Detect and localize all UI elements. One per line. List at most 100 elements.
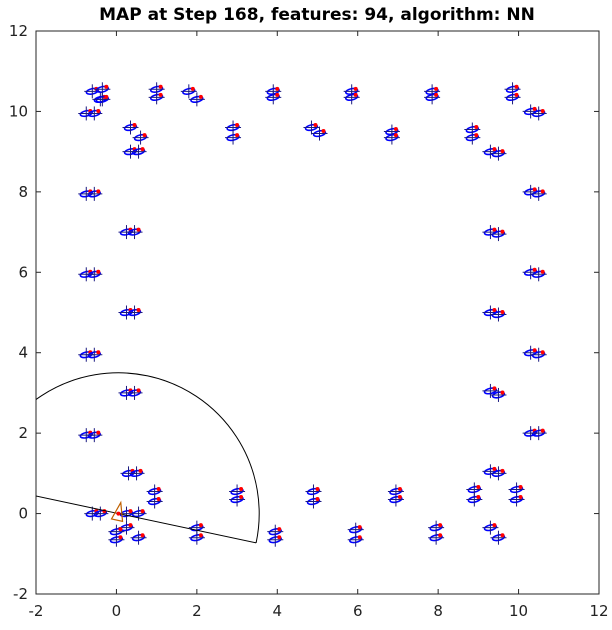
covariance-ellipse xyxy=(531,351,546,359)
covariance-ellipse xyxy=(483,228,498,236)
landmark-point xyxy=(343,90,360,105)
true-landmark-dot xyxy=(532,106,537,111)
covariance-ellipse xyxy=(109,528,124,536)
covariance-ellipse xyxy=(190,534,204,542)
true-landmark-dot xyxy=(500,149,505,154)
landmark-point xyxy=(132,130,149,145)
true-landmark-dot xyxy=(239,494,244,499)
covariance-ellipse xyxy=(429,534,443,542)
covariance-ellipse xyxy=(190,95,204,103)
y-tick-label: 2 xyxy=(18,424,28,442)
covariance-ellipse xyxy=(87,190,102,198)
covariance-ellipse xyxy=(131,509,146,518)
y-tick-label: 12 xyxy=(9,22,28,40)
landmark-point xyxy=(311,126,328,141)
landmark-point xyxy=(118,506,135,521)
landmark-point xyxy=(490,307,507,322)
covariance-ellipse xyxy=(79,109,93,118)
covariance-ellipse xyxy=(491,230,506,238)
robot-true-position xyxy=(116,511,121,516)
true-landmark-dot xyxy=(500,468,505,473)
covariance-ellipse xyxy=(531,270,546,278)
covariance-ellipse xyxy=(119,308,134,317)
true-landmark-dot xyxy=(156,486,161,491)
landmark-point xyxy=(387,492,404,507)
true-landmark-dot xyxy=(500,533,505,538)
true-landmark-dot xyxy=(540,428,545,433)
covariance-ellipse xyxy=(133,133,148,142)
true-landmark-dot xyxy=(476,484,481,489)
covariance-ellipse xyxy=(123,148,138,156)
true-landmark-dot xyxy=(514,84,519,89)
landmark-point xyxy=(530,347,547,362)
sensor-fov xyxy=(36,372,260,544)
true-landmark-dot xyxy=(313,123,318,128)
true-landmark-dot xyxy=(474,125,479,130)
covariance-ellipse xyxy=(123,123,138,132)
landmark-point xyxy=(383,130,400,145)
true-landmark-dot xyxy=(397,486,402,491)
covariance-ellipse xyxy=(127,308,142,317)
true-landmark-dot xyxy=(353,92,358,97)
landmark-point xyxy=(530,267,547,282)
landmark-point xyxy=(229,492,246,507)
landmark-point xyxy=(146,494,163,509)
landmark-point xyxy=(424,90,441,105)
true-landmark-dot xyxy=(96,189,101,194)
true-landmark-dot xyxy=(275,92,280,97)
covariance-ellipse xyxy=(344,93,359,101)
true-landmark-dot xyxy=(393,133,398,138)
covariance-ellipse xyxy=(483,524,498,532)
landmark-point xyxy=(86,428,103,443)
covariance-ellipse xyxy=(505,93,520,101)
true-landmark-dot xyxy=(136,227,141,232)
true-landmark-dot xyxy=(128,509,133,514)
covariance-ellipse xyxy=(491,534,506,542)
covariance-ellipse xyxy=(491,310,506,319)
landmark-point xyxy=(128,466,145,481)
covariance-ellipse xyxy=(491,469,506,477)
true-landmark-dot xyxy=(315,486,320,491)
true-landmark-dot xyxy=(540,189,545,194)
true-landmark-dot xyxy=(393,127,398,132)
true-landmark-dot xyxy=(198,94,203,99)
true-landmark-dot xyxy=(540,108,545,113)
true-landmark-dot xyxy=(438,523,443,528)
landmark-point xyxy=(86,347,103,362)
covariance-ellipse xyxy=(467,495,482,504)
landmark-point xyxy=(490,146,507,161)
covariance-ellipse xyxy=(85,87,99,95)
landmark-point xyxy=(490,466,507,481)
covariance-ellipse xyxy=(491,391,506,399)
landmark-point xyxy=(148,90,165,105)
covariance-ellipse xyxy=(531,109,546,118)
landmark-point xyxy=(508,482,525,497)
x-tick-label: 12 xyxy=(589,602,608,620)
true-landmark-dot xyxy=(158,84,163,89)
true-landmark-dot xyxy=(476,494,481,499)
true-landmark-dot xyxy=(518,484,523,489)
true-landmark-dot xyxy=(128,523,133,528)
true-landmark-dot xyxy=(492,386,497,391)
true-landmark-dot xyxy=(474,133,479,138)
landmark-point xyxy=(92,506,109,521)
y-tick-label: 10 xyxy=(9,102,28,120)
landmark-point xyxy=(180,84,197,99)
y-tick-label: 6 xyxy=(18,263,28,281)
covariance-ellipse xyxy=(182,87,196,95)
true-landmark-dot xyxy=(118,527,123,532)
covariance-ellipse xyxy=(87,351,102,359)
landmark-marks xyxy=(78,82,547,547)
true-landmark-dot xyxy=(315,497,320,502)
true-landmark-dot xyxy=(104,84,109,89)
landmark-point xyxy=(86,186,103,201)
covariance-ellipse xyxy=(483,387,498,395)
covariance-ellipse xyxy=(509,485,524,494)
covariance-ellipse xyxy=(467,485,482,494)
x-axis: -2 0 2 4 6 8 10 12 xyxy=(29,31,609,620)
landmark-point xyxy=(130,530,147,545)
covariance-ellipse xyxy=(505,85,520,93)
landmark-point xyxy=(305,494,322,509)
covariance-ellipse xyxy=(131,148,146,156)
